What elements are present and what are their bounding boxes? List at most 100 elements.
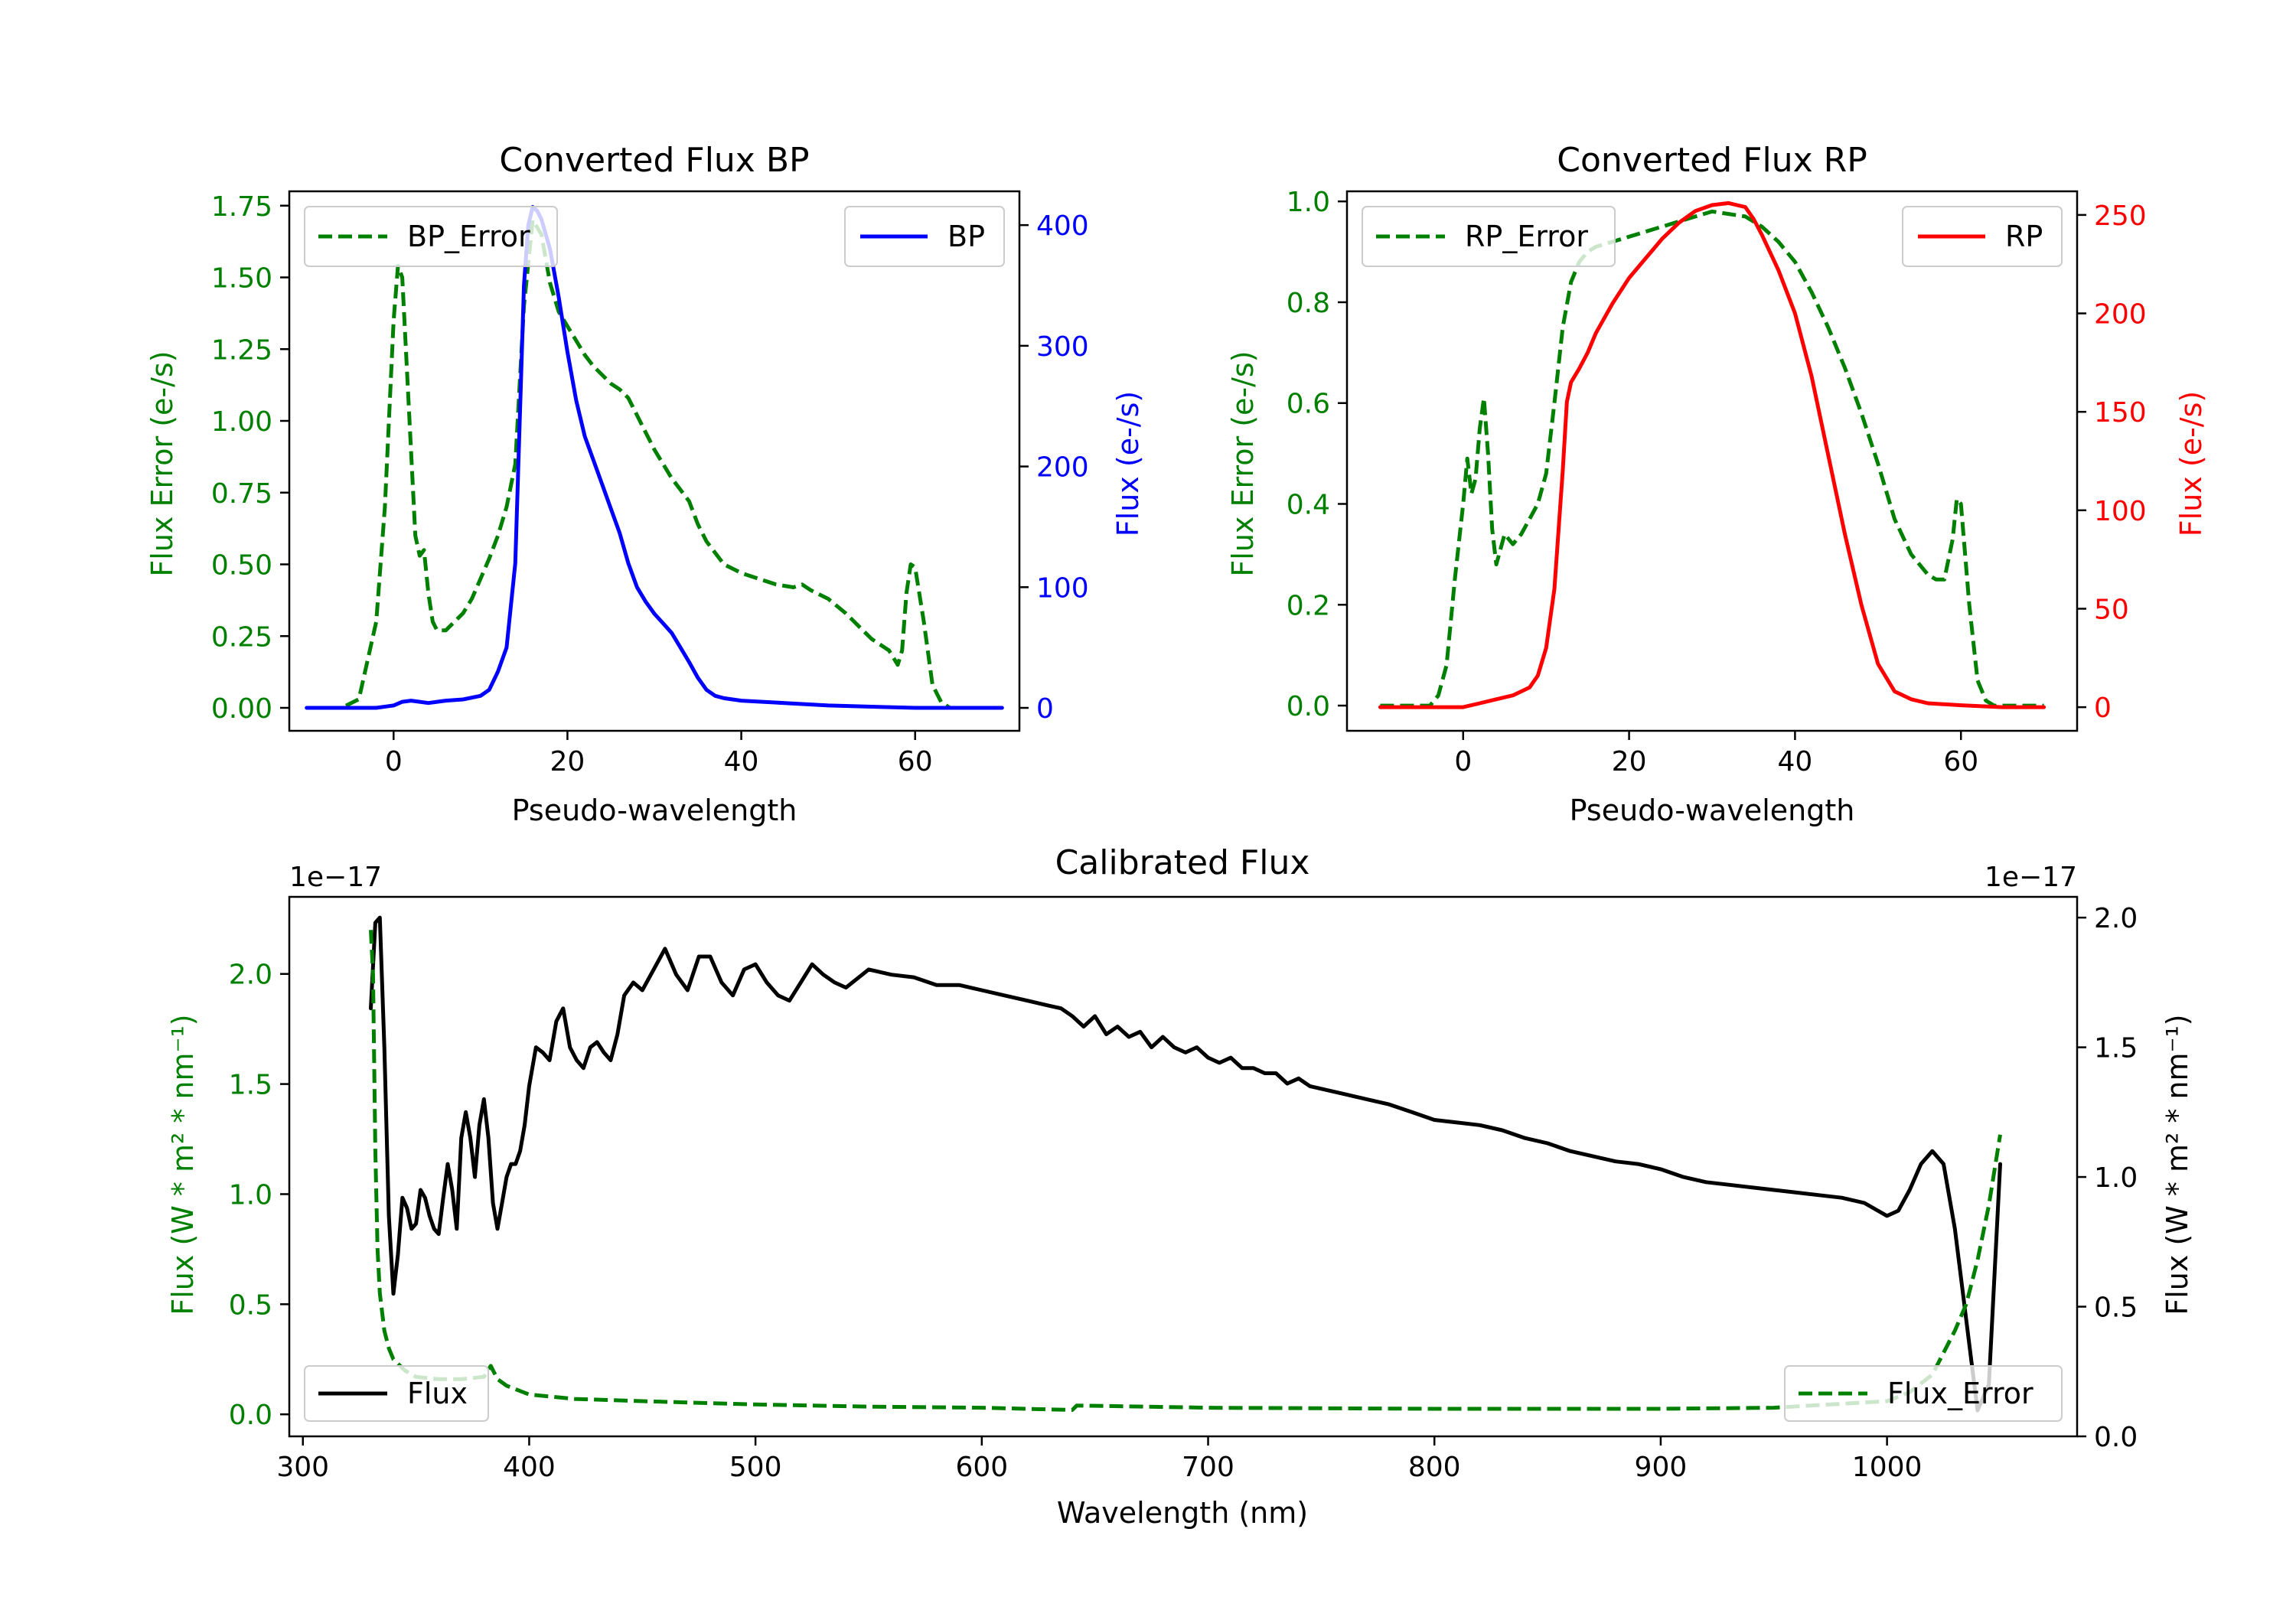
calibrated-legend-flux-label: Flux — [407, 1377, 468, 1410]
rp-y-right-ticks: 0 50 100 150 200 250 — [2077, 200, 2147, 724]
rp-x-ticks: 0 20 40 60 — [1454, 731, 1978, 777]
bp-legend-left: BP_Error — [304, 206, 558, 267]
rp-legend-rp-label: RP — [2005, 220, 2043, 253]
calibrated-title: Calibrated Flux — [1055, 843, 1310, 882]
rp-y-left-tick-label: 1.0 — [1287, 187, 1330, 218]
rp-y-left-tick-label: 0.2 — [1287, 590, 1330, 621]
rp-y-right-tick-label: 200 — [2094, 299, 2147, 331]
calibrated-legend-right: Flux_Error — [1784, 1365, 2063, 1422]
bp-legend-bp-label: BP — [947, 220, 985, 253]
calibrated-y-right-tick-label: 2.0 — [2094, 903, 2138, 934]
rp-legend-left: RP_Error — [1362, 206, 1616, 267]
calibrated-x-tick-label: 400 — [503, 1452, 556, 1483]
calibrated-legend-left-box — [304, 1365, 489, 1422]
rp-y-right-tick-label: 0 — [2094, 693, 2112, 724]
bp-x-tick-label: 40 — [724, 746, 759, 777]
calibrated-xlabel: Wavelength (nm) — [1057, 1496, 1308, 1530]
bp-y-left-tick-label: 1.75 — [211, 191, 272, 223]
rp-y-left-tick-label: 0.6 — [1287, 389, 1330, 420]
calibrated-x-tick-label: 800 — [1408, 1452, 1461, 1483]
bp-y-left-tick-label: 0.75 — [211, 478, 272, 510]
rp-y-left-tick-label: 0.4 — [1287, 490, 1330, 521]
bp-y-right-tick-label: 300 — [1036, 331, 1089, 363]
rp-legend-right: RP — [1902, 206, 2063, 267]
bp-y-left-tick-label: 1.25 — [211, 334, 272, 366]
calibrated-y-right-tick-label: 0.0 — [2094, 1422, 2138, 1453]
rp-axes-frame — [1345, 190, 2079, 732]
calibrated-x-tick-label: 500 — [729, 1452, 782, 1483]
rp-y-left-ticks: 0.0 0.2 0.4 0.6 0.8 1.0 — [1287, 187, 1347, 722]
calibrated-ylabel-right: Flux (W * m² * nm⁻¹) — [2161, 1014, 2194, 1315]
rp-ylabel-right: Flux (e-/s) — [2174, 391, 2208, 536]
rp-lines — [1378, 200, 2047, 709]
bp-subplot: Converted Flux BP Pseudo-wavelength Flux… — [145, 141, 1145, 827]
calibrated-y-left-tick-label: 2.0 — [229, 960, 272, 991]
calibrated-ylabel-left: Flux (W * m² * nm⁻¹) — [166, 1014, 200, 1315]
bp-y-right-tick-label: 200 — [1036, 452, 1089, 484]
bp-y-left-tick-label: 0.50 — [211, 550, 272, 582]
calibrated-y-left-tick-label: 0.5 — [229, 1289, 272, 1321]
bp-legend-error-label: BP_Error — [407, 220, 530, 253]
rp-y-right-tick-label: 100 — [2094, 496, 2147, 527]
calibrated-y-right-ticks: 0.0 0.5 1.0 1.5 2.0 — [2077, 903, 2138, 1453]
calibrated-legend-error-label: Flux_Error — [1887, 1377, 2033, 1410]
bp-y-right-ticks: 0 100 200 300 400 — [1019, 210, 1089, 725]
rp-y-right-tick-label: 150 — [2094, 397, 2147, 429]
rp-ylabel-left: Flux Error (e-/s) — [1226, 350, 1260, 576]
calibrated-y-left-tick-label: 1.5 — [229, 1070, 272, 1101]
rp-x-tick-label: 20 — [1612, 746, 1647, 777]
bp-y-right-tick-label: 400 — [1036, 210, 1089, 242]
calibrated-x-tick-label: 1000 — [1852, 1452, 1923, 1483]
calibrated-x-tick-label: 700 — [1182, 1452, 1234, 1483]
calibrated-x-tick-label: 600 — [955, 1452, 1008, 1483]
rp-x-tick-label: 60 — [1943, 746, 1978, 777]
bp-x-tick-label: 0 — [385, 746, 403, 777]
rp-y-left-tick-label: 0.0 — [1287, 691, 1330, 722]
calibrated-x-ticks: 300 400 500 600 700 800 900 1000 — [276, 1436, 1922, 1483]
calibrated-legend-left: Flux — [304, 1365, 489, 1422]
calibrated-series-flux — [369, 915, 2002, 1413]
rp-series-rp — [1378, 200, 2047, 709]
calibrated-subplot: Calibrated Flux Wavelength (nm) Flux (W … — [166, 843, 2194, 1530]
bp-xlabel: Pseudo-wavelength — [512, 794, 797, 827]
bp-title: Converted Flux BP — [499, 141, 809, 180]
rp-y-right-tick-label: 50 — [2094, 594, 2129, 625]
calibrated-legend-right-box — [1784, 1365, 2063, 1422]
bp-lines — [305, 205, 1004, 710]
bp-y-left-tick-label: 1.00 — [211, 406, 272, 438]
bp-x-tick-label: 60 — [898, 746, 933, 777]
rp-series-rp-error — [1380, 209, 2044, 708]
bp-legend-right: BP — [844, 206, 1005, 267]
bp-x-ticks: 0 20 40 60 — [385, 731, 933, 777]
rp-subplot: Converted Flux RP Pseudo-wavelength Flux… — [1226, 141, 2208, 827]
calibrated-axes-frame — [288, 895, 2079, 1438]
calibrated-y-left-tick-label: 0.0 — [229, 1400, 272, 1431]
bp-series-bp — [305, 205, 1004, 710]
calibrated-offset-left: 1e−17 — [289, 862, 382, 893]
rp-x-tick-label: 0 — [1454, 746, 1472, 777]
bp-y-left-tick-label: 0.00 — [211, 693, 272, 725]
rp-y-left-tick-label: 0.8 — [1287, 288, 1330, 319]
calibrated-offset-right: 1e−17 — [1985, 862, 2077, 893]
rp-x-tick-label: 40 — [1778, 746, 1813, 777]
bp-y-left-tick-label: 1.50 — [211, 263, 272, 295]
rp-legend-error-label: RP_Error — [1465, 220, 1588, 253]
bp-y-right-tick-label: 100 — [1036, 572, 1089, 604]
bp-legend-left-box — [304, 206, 558, 267]
rp-title: Converted Flux RP — [1557, 141, 1867, 180]
calibrated-y-left-tick-label: 1.0 — [229, 1179, 272, 1211]
rp-y-right-tick-label: 250 — [2094, 200, 2147, 232]
bp-ylabel-right: Flux (e-/s) — [1111, 391, 1145, 536]
calibrated-x-tick-label: 900 — [1635, 1452, 1688, 1483]
bp-series-bp-error — [306, 218, 1003, 710]
calibrated-x-tick-label: 300 — [276, 1452, 329, 1483]
bp-ylabel-left: Flux Error (e-/s) — [145, 350, 179, 576]
calibrated-y-right-tick-label: 1.5 — [2094, 1033, 2138, 1064]
calibrated-y-left-ticks: 0.0 0.5 1.0 1.5 2.0 — [229, 960, 289, 1431]
bp-y-right-tick-label: 0 — [1036, 693, 1054, 725]
calibrated-y-right-tick-label: 0.5 — [2094, 1292, 2138, 1324]
bp-x-tick-label: 20 — [550, 746, 585, 777]
bp-axes-frame — [288, 190, 1021, 732]
